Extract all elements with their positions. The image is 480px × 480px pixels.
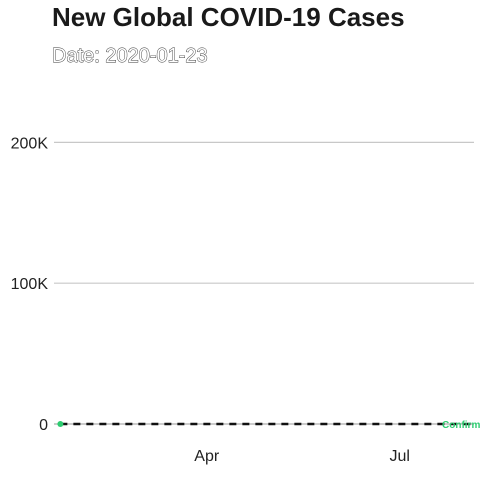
chart-title: New Global COVID-19 Cases bbox=[52, 2, 405, 32]
x-axis-tick-labels: Apr Jul bbox=[194, 448, 410, 465]
y-tick-label: 0 bbox=[39, 417, 48, 434]
series-label: Confirmed bbox=[442, 420, 480, 431]
y-tick-label: 100K bbox=[11, 276, 49, 293]
gridlines bbox=[54, 141, 474, 425]
data-point bbox=[57, 421, 64, 427]
x-tick-label: Jul bbox=[390, 448, 410, 465]
y-axis-tick-labels: 0 100K 200K bbox=[11, 135, 49, 434]
y-tick-label: 200K bbox=[11, 135, 49, 152]
chart-subtitle: Date: 2020-01-23 bbox=[52, 45, 208, 67]
x-tick-label: Apr bbox=[194, 448, 220, 465]
series-layer: Confirmed bbox=[57, 420, 480, 431]
